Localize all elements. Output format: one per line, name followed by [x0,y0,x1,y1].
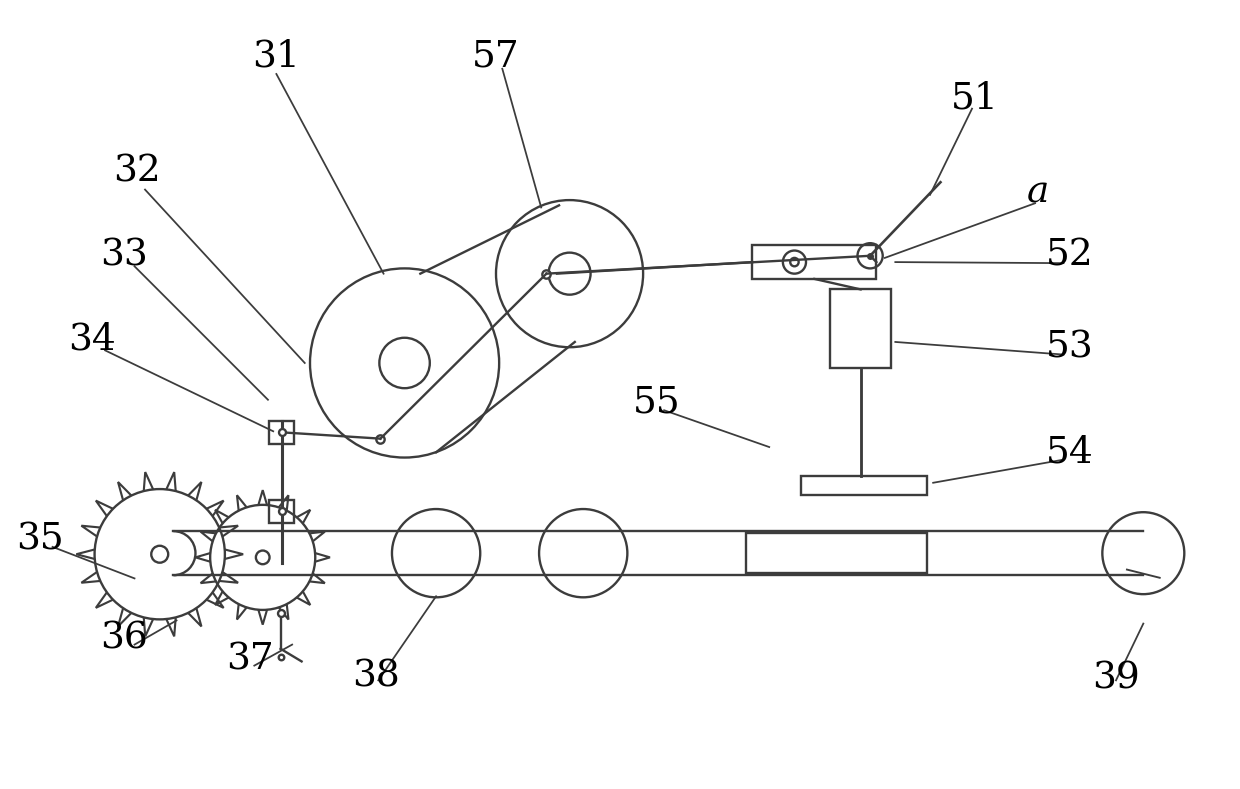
Bar [269,421,294,444]
Bar [830,290,892,368]
Bar [801,477,926,495]
Text: 35: 35 [16,522,63,558]
Bar [746,533,926,573]
Text: 38: 38 [352,658,401,694]
Text: 57: 57 [472,38,520,74]
Text: 51: 51 [951,80,999,116]
Text: 53: 53 [1045,329,1094,365]
Bar [269,499,294,522]
Text: 54: 54 [1045,434,1094,470]
Text: 37: 37 [226,641,274,677]
Text: a: a [1027,174,1049,211]
Text: 36: 36 [100,620,148,656]
Text: 31: 31 [253,38,300,74]
Text: 34: 34 [68,322,117,358]
Text: 33: 33 [100,237,148,274]
Text: 52: 52 [1047,237,1094,274]
Bar [753,245,877,279]
Text: 55: 55 [632,385,681,421]
Text: 32: 32 [113,154,160,189]
Text: 39: 39 [1092,660,1140,696]
